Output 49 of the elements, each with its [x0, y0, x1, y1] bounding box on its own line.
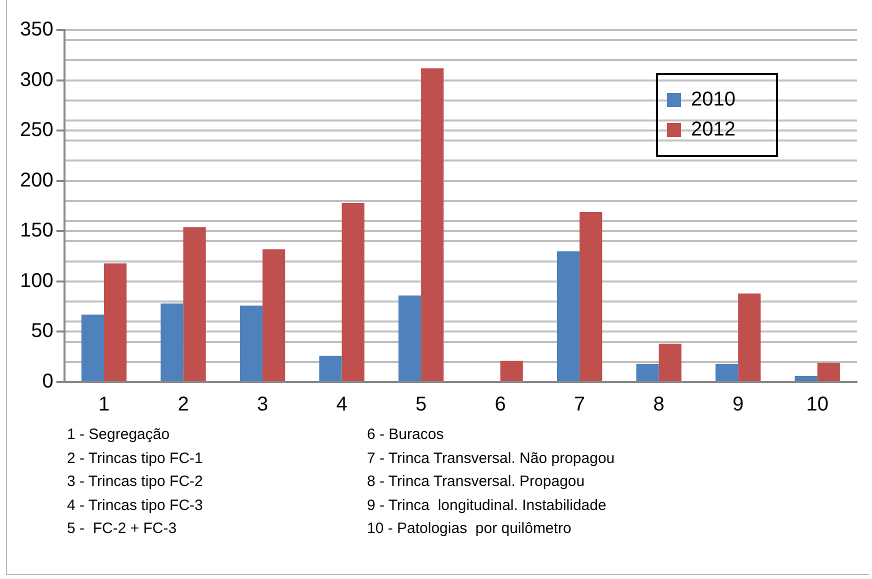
bar	[738, 293, 761, 381]
x-tick-label: 2	[178, 394, 189, 416]
text: 8 - Trinca Transversal. Propagou	[367, 472, 586, 492]
text: 6 - Buracos	[367, 425, 445, 445]
bar	[160, 304, 184, 381]
y-tick-label: 250	[20, 119, 54, 142]
text: 10 - Patologias por quilômetro	[367, 519, 572, 539]
x-tick-label: 9	[732, 394, 744, 416]
text: 4 - Trincas tipo FC-3	[67, 496, 204, 516]
bar	[421, 68, 444, 381]
bar	[342, 202, 364, 381]
text: 9 - Trinca longitudinal. Instabilidade	[367, 496, 608, 516]
x-tick-label: 3	[256, 394, 268, 416]
bar	[262, 249, 286, 381]
x-tick-label: 5	[415, 394, 427, 416]
y-tick-label: 300	[20, 68, 54, 91]
bar	[500, 360, 523, 381]
text: 2 - Trincas tipo FC-1	[67, 448, 204, 468]
bar	[183, 227, 206, 381]
bar	[817, 362, 840, 381]
y-tick-label: 100	[20, 270, 54, 292]
text: 3 - Trincas tipo FC-2	[67, 472, 204, 492]
x-tick-label: 8	[653, 394, 664, 416]
bar	[716, 364, 738, 381]
bar	[794, 376, 818, 381]
bar	[81, 314, 104, 381]
y-tick-label: 50	[31, 320, 54, 342]
bar	[556, 251, 580, 381]
bar	[398, 296, 422, 381]
y-tick-label: 150	[20, 220, 54, 242]
text: 5 - FC-2 + FC-3	[67, 519, 178, 539]
legend-label: 2012	[691, 118, 736, 141]
bar	[580, 212, 602, 381]
bar	[658, 344, 682, 381]
x-tick-label: 1	[98, 394, 110, 416]
legend-label: 2010	[691, 88, 736, 111]
y-tick-label: 200	[20, 169, 54, 192]
y-tick-label: 0	[42, 370, 54, 393]
x-tick-label: 10	[806, 394, 828, 416]
x-tick-label: 7	[574, 394, 586, 416]
bar	[636, 364, 659, 381]
bar	[240, 306, 263, 381]
x-tick-label: 6	[494, 394, 506, 416]
text: 7 - Trinca Transversal. Não propagou	[367, 448, 616, 468]
bar	[104, 263, 127, 381]
y-tick-label: 350	[20, 18, 54, 41]
text: 1 - Segregação	[67, 425, 171, 445]
bar	[319, 356, 342, 381]
x-tick-label: 4	[336, 394, 348, 416]
